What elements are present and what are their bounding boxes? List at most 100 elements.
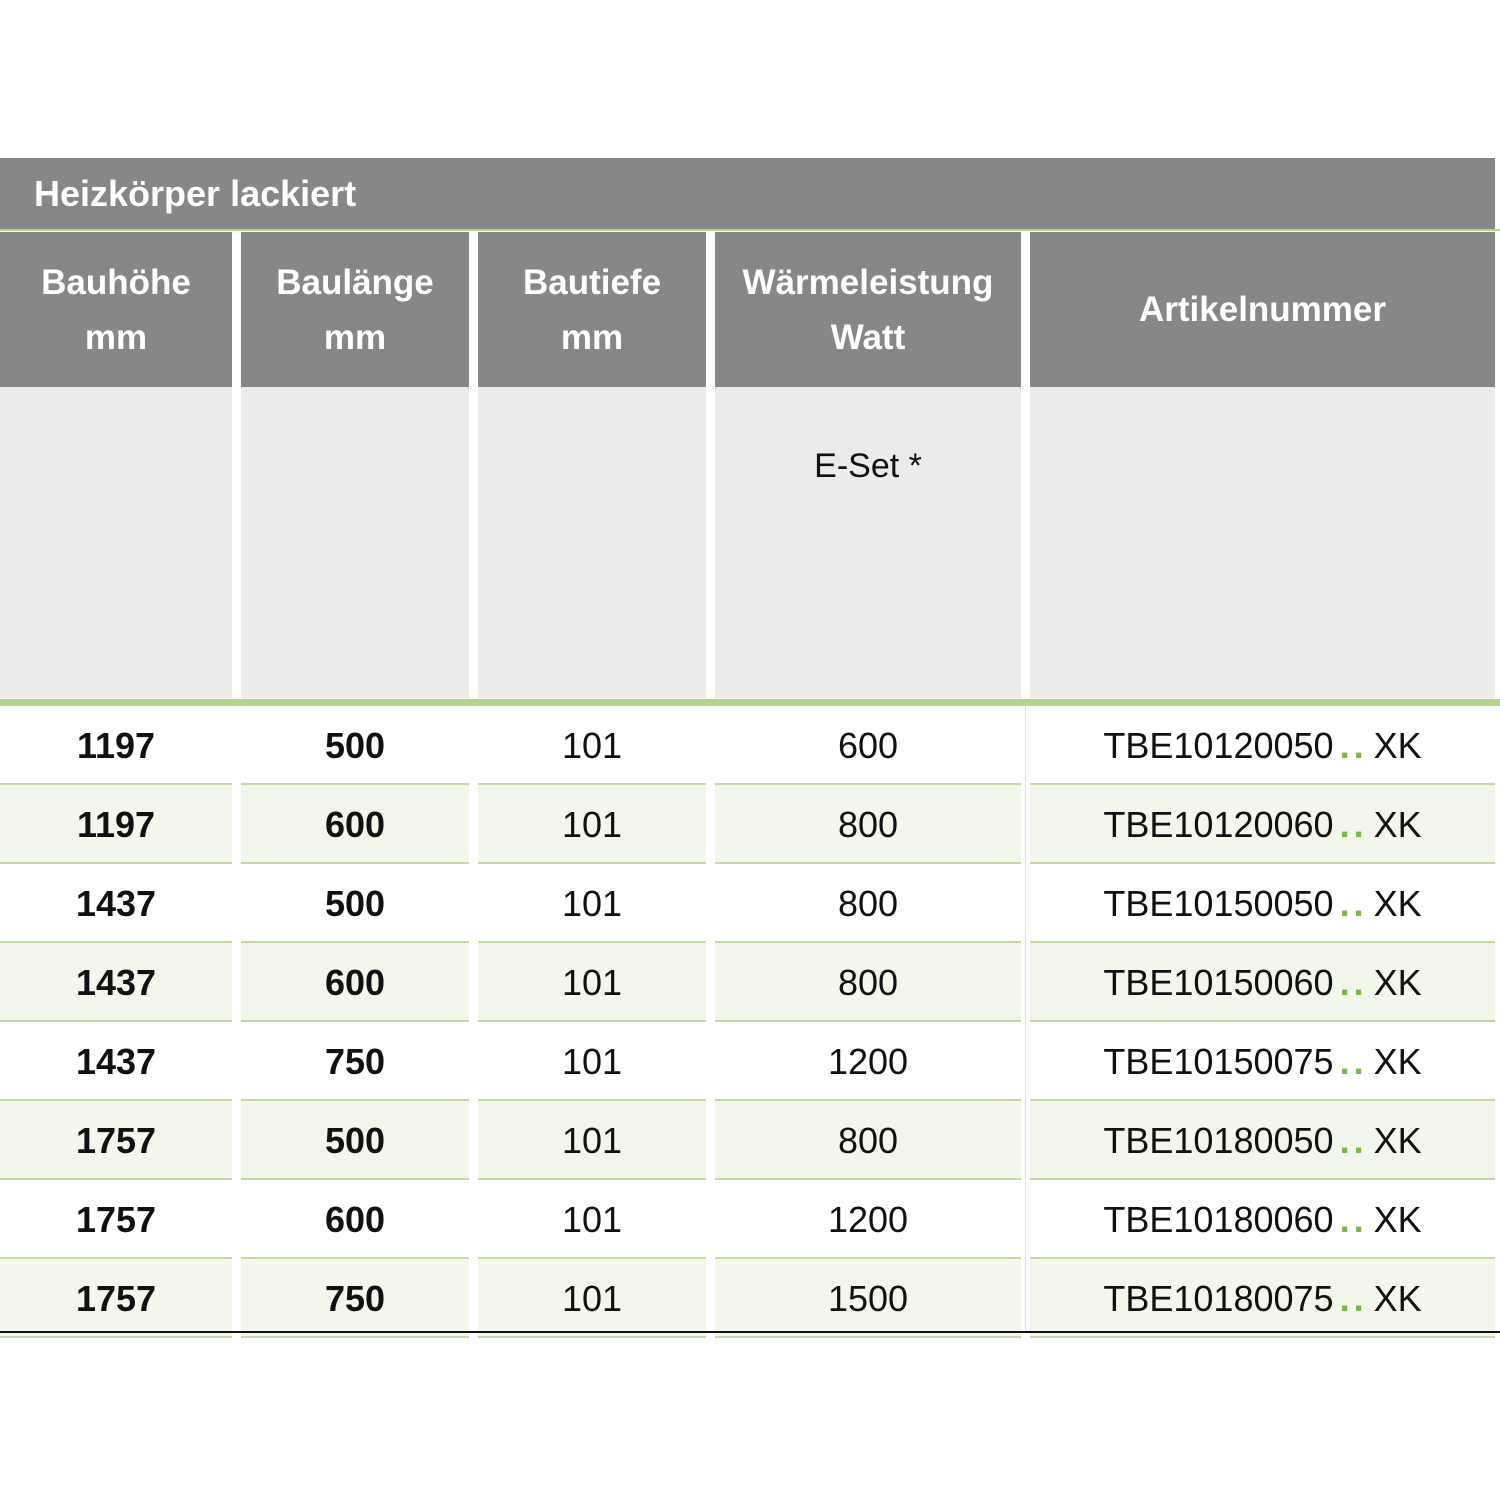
cell-art: TBE10180050.. XK — [1030, 1101, 1495, 1180]
header-label: Bauhöhe — [41, 262, 191, 302]
table-bottom-border — [0, 1331, 1500, 1333]
article-number: TBE10150060 — [1103, 962, 1334, 1003]
article-number: TBE10120050 — [1103, 725, 1334, 766]
cell-art: TBE10180060.. XK — [1030, 1180, 1495, 1259]
table-row: 1757 600 101 1200 TBE10180060.. XK — [0, 1180, 1500, 1259]
header-label: Bautiefe — [522, 262, 662, 302]
cell-art: TBE10150060.. XK — [1030, 943, 1495, 1022]
cell-laenge: 600 — [241, 943, 469, 1022]
header-cell: Artikelnummer — [1030, 232, 1495, 387]
cell-hoehe: 1197 — [0, 785, 232, 864]
dots-placeholder: .. — [1339, 883, 1368, 924]
table-row: 1437 500 101 800 TBE10150050.. XK — [0, 864, 1500, 943]
table-row: 1757 500 101 800 TBE10180050.. XK — [0, 1101, 1500, 1180]
column-bauhoehe: Bauhöhe mm — [0, 232, 232, 698]
cell-tiefe: 101 — [478, 864, 706, 943]
header-cell: Wärmeleistung Watt — [715, 232, 1021, 387]
title-divider — [0, 229, 1500, 231]
cell-tiefe: 101 — [478, 1022, 706, 1101]
header-unit: mm — [323, 317, 387, 357]
cell-tiefe: 101 — [478, 706, 706, 785]
subheader-cell — [241, 387, 469, 698]
column-waermeleistung: Wärmeleistung Watt E-Set * — [715, 232, 1021, 698]
table-row: 1437 750 101 1200 TBE10150075.. XK — [0, 1022, 1500, 1101]
table-row: 1197 600 101 800 TBE10120060.. XK — [0, 785, 1500, 864]
article-number: TBE10180060 — [1103, 1199, 1334, 1240]
cell-art: TBE10150050.. XK — [1030, 864, 1495, 943]
cell-watt: 1200 — [715, 1180, 1021, 1259]
header-cell: Bauhöhe mm — [0, 232, 232, 387]
cell-watt: 800 — [715, 864, 1021, 943]
header-label: Artikelnummer — [1138, 290, 1387, 329]
cell-hoehe: 1757 — [0, 1101, 232, 1180]
cell-hoehe: 1197 — [0, 706, 232, 785]
table-row: 1437 600 101 800 TBE10150060.. XK — [0, 943, 1500, 1022]
cell-laenge: 500 — [241, 1101, 469, 1180]
article-number: TBE10180050 — [1103, 1120, 1334, 1161]
article-number: TBE10150075 — [1103, 1041, 1334, 1082]
header-cell: Bautiefe mm — [478, 232, 706, 387]
article-suffix: XK — [1373, 804, 1422, 845]
table-row: 1197 500 101 600 TBE10120050.. XK — [0, 706, 1500, 785]
cell-tiefe: 101 — [478, 1101, 706, 1180]
cell-tiefe: 101 — [478, 1259, 706, 1338]
cell-watt: 800 — [715, 785, 1021, 864]
cell-laenge: 500 — [241, 864, 469, 943]
header-label: Baulänge — [276, 262, 434, 302]
cell-watt: 800 — [715, 943, 1021, 1022]
header-label: Wärmeleistung — [742, 262, 994, 302]
dots-placeholder: .. — [1339, 962, 1368, 1003]
dots-placeholder: .. — [1339, 1199, 1368, 1240]
header-unit: mm — [84, 317, 148, 357]
subheader-cell — [478, 387, 706, 698]
cell-art: TBE10120050.. XK — [1030, 706, 1495, 785]
cell-tiefe: 101 — [478, 943, 706, 1022]
header-cell: Baulänge mm — [241, 232, 469, 387]
cell-hoehe: 1757 — [0, 1180, 232, 1259]
article-number: TBE10150050 — [1103, 883, 1334, 924]
article-suffix: XK — [1373, 962, 1422, 1003]
cell-art: TBE10180075.. XK — [1030, 1259, 1495, 1338]
article-suffix: XK — [1373, 1199, 1422, 1240]
article-suffix: XK — [1373, 883, 1422, 924]
header-divider — [0, 699, 1500, 706]
cell-tiefe: 101 — [478, 785, 706, 864]
article-number: TBE10120060 — [1103, 804, 1334, 845]
column-artikelnummer: Artikelnummer — [1030, 232, 1495, 698]
cell-art: TBE10120060.. XK — [1030, 785, 1495, 864]
table-body: 1197 500 101 600 TBE10120050.. XK 1197 600 101 80… — [0, 706, 1500, 1338]
subheader-cell — [1030, 387, 1495, 698]
cell-watt: 1500 — [715, 1259, 1021, 1338]
dots-placeholder: .. — [1339, 1278, 1368, 1319]
cell-laenge: 500 — [241, 706, 469, 785]
subheader-cell: E-Set * — [715, 387, 1021, 698]
dots-placeholder: .. — [1339, 1120, 1368, 1161]
cell-laenge: 750 — [241, 1022, 469, 1101]
article-suffix: XK — [1373, 725, 1422, 766]
column-baulaenge: Baulänge mm — [241, 232, 469, 698]
dots-placeholder: .. — [1339, 1041, 1368, 1082]
subheader-cell — [0, 387, 232, 698]
cell-hoehe: 1437 — [0, 1022, 232, 1101]
dots-placeholder: .. — [1339, 725, 1368, 766]
article-number: TBE10180075 — [1103, 1278, 1334, 1319]
article-suffix: XK — [1373, 1120, 1422, 1161]
column-divider — [1025, 706, 1026, 1332]
table-title: Heizkörper lackiert — [0, 158, 1495, 229]
cell-watt: 800 — [715, 1101, 1021, 1180]
cell-laenge: 750 — [241, 1259, 469, 1338]
cell-hoehe: 1437 — [0, 864, 232, 943]
cell-laenge: 600 — [241, 785, 469, 864]
dots-placeholder: .. — [1339, 804, 1368, 845]
article-suffix: XK — [1373, 1041, 1422, 1082]
cell-hoehe: 1437 — [0, 943, 232, 1022]
cell-hoehe: 1757 — [0, 1259, 232, 1338]
header-unit: Watt — [830, 317, 906, 357]
cell-watt: 1200 — [715, 1022, 1021, 1101]
article-suffix: XK — [1373, 1278, 1422, 1319]
column-bautiefe: Bautiefe mm — [478, 232, 706, 698]
cell-watt: 600 — [715, 706, 1021, 785]
cell-tiefe: 101 — [478, 1180, 706, 1259]
header-unit: mm — [560, 317, 624, 357]
cell-laenge: 600 — [241, 1180, 469, 1259]
